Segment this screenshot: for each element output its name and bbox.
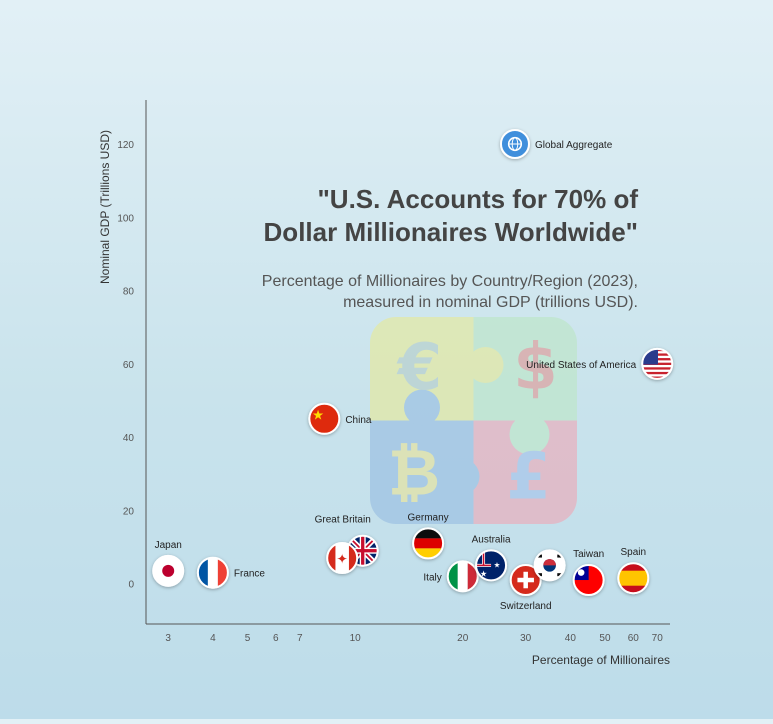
flag-ring: [617, 562, 650, 595]
y-tick-label: 120: [117, 140, 134, 151]
flag-italy-icon: [447, 561, 478, 592]
puzzle-knob: [509, 414, 550, 455]
data-label: Australia: [472, 534, 511, 545]
data-label: China: [345, 415, 372, 426]
currency-symbol: ₿: [388, 437, 440, 511]
flag-ring: [572, 564, 605, 597]
y-tick-label: 20: [123, 506, 135, 517]
data-point: [346, 534, 379, 567]
data-point: ★★: [475, 549, 508, 582]
x-tick-label: 30: [520, 633, 532, 644]
data-point: [617, 562, 650, 595]
x-tick-label: 50: [599, 633, 611, 644]
flag-ring: [412, 527, 445, 560]
data-point: [196, 556, 229, 589]
x-tick-label: 5: [245, 633, 251, 644]
data-label: France: [234, 569, 266, 580]
data-label: Switzerland: [500, 601, 552, 612]
x-tick-label: 70: [652, 633, 664, 644]
flag-ring: [152, 554, 185, 587]
data-point: [152, 554, 185, 587]
data-point: [641, 347, 674, 380]
flag-germany-icon: [413, 528, 444, 559]
x-axis-label: Percentage of Millionaires: [532, 653, 670, 667]
x-tick-label: 6: [273, 633, 279, 644]
data-point: [446, 560, 479, 593]
y-tick-label: 40: [123, 433, 135, 444]
svg-text:✦: ✦: [337, 551, 348, 567]
flag-ring: [475, 549, 508, 582]
flag-ring: [196, 556, 229, 589]
puzzle-knob: [467, 347, 504, 383]
flag-ring: [499, 128, 530, 159]
data-label: Japan: [155, 540, 182, 551]
chart-subtitle: Percentage of Millionaires by Country/Re…: [261, 273, 638, 311]
data-label: United States of America: [526, 360, 636, 371]
x-tick-label: 7: [297, 633, 303, 644]
currency-symbol: €: [396, 331, 443, 405]
x-tick-label: 40: [565, 633, 577, 644]
x-tick-label: 10: [350, 633, 362, 644]
flag-ring: [509, 564, 542, 597]
flag-ring: [533, 549, 566, 582]
data-label: Italy: [423, 572, 441, 583]
data-point: [572, 564, 605, 597]
flag-ring: [308, 402, 341, 435]
data-label: Global Aggregate: [535, 140, 613, 151]
data-point: [412, 527, 445, 560]
data-label: Germany: [408, 512, 449, 523]
currency-symbol: $: [513, 331, 558, 405]
y-tick-label: 0: [128, 580, 134, 591]
data-label: Great Britain: [315, 515, 371, 526]
chart-title: "U.S. Accounts for 70% of Dollar Million…: [263, 184, 638, 247]
x-tick-label: 3: [165, 633, 171, 644]
x-tick-label: 60: [628, 633, 640, 644]
data-point: ★: [308, 402, 341, 435]
x-tick-label: 4: [210, 633, 216, 644]
flag-ring: [326, 542, 359, 575]
currency-puzzle-icon: € $ ₿ £: [370, 317, 577, 524]
svg-text:★: ★: [480, 569, 487, 579]
data-point: [499, 128, 530, 159]
data-point: [533, 549, 566, 582]
currency-symbol: £: [506, 441, 551, 515]
data-label: Taiwan: [573, 549, 604, 560]
flag-ring: [446, 560, 479, 593]
flag-france-icon: [197, 557, 228, 588]
puzzle-knob: [404, 389, 440, 426]
svg-text:★: ★: [494, 561, 501, 570]
puzzle-knob: [443, 458, 480, 495]
y-tick-label: 100: [117, 213, 134, 224]
y-axis-label: Nominal GDP (Trillions USD): [98, 130, 112, 284]
data-point: ✦: [326, 542, 359, 575]
flag-ring: [641, 347, 674, 380]
svg-text:★: ★: [312, 408, 324, 424]
x-tick-label: 20: [457, 633, 469, 644]
data-label: Spain: [621, 547, 647, 558]
y-tick-label: 60: [123, 360, 135, 371]
y-tick-label: 80: [123, 287, 135, 298]
